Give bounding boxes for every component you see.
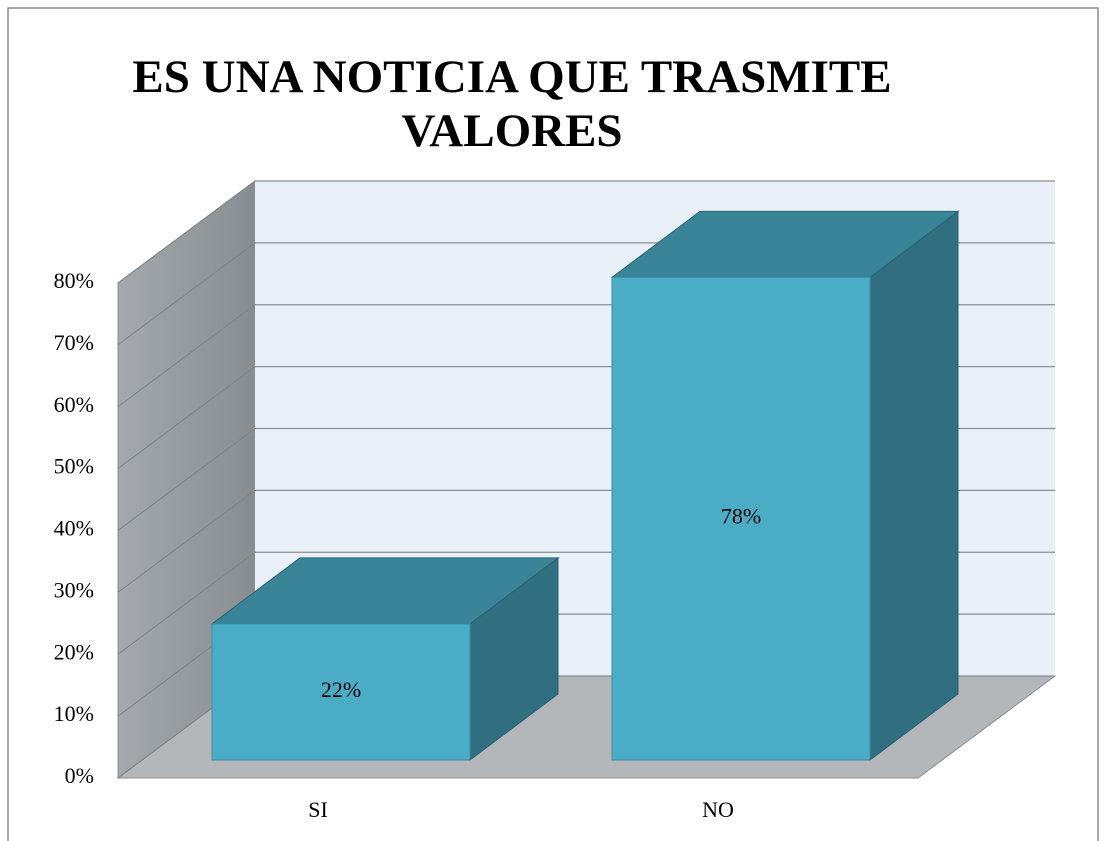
x-tick-label: SI	[308, 797, 328, 822]
grid-line	[117, 551, 256, 655]
grid-line	[117, 180, 256, 284]
x-tick-label: NO	[702, 797, 734, 822]
bar	[211, 623, 471, 761]
grid-line	[117, 304, 256, 408]
y-tick-label: 80%	[54, 268, 94, 293]
chart-title: ES UNA NOTICIA QUE TRASMITE VALORES	[132, 51, 892, 157]
y-tick-label: 40%	[54, 516, 94, 541]
y-tick-label: 20%	[54, 639, 94, 664]
y-tick-label: 50%	[54, 454, 94, 479]
y-tick-label: 30%	[54, 577, 94, 602]
bar	[611, 276, 871, 761]
grid-line	[117, 489, 256, 593]
grid-line	[117, 428, 256, 531]
chart-border	[7, 7, 1099, 841]
bar-side	[869, 210, 959, 761]
data-label: 22%	[321, 677, 361, 702]
grid-line	[117, 366, 256, 470]
y-tick-label: 0%	[65, 763, 94, 788]
y-tick-label: 70%	[54, 330, 94, 355]
grid-line	[117, 242, 256, 346]
data-label: 78%	[721, 504, 761, 529]
y-tick-label: 60%	[54, 392, 94, 417]
y-tick-label: 10%	[54, 701, 94, 726]
